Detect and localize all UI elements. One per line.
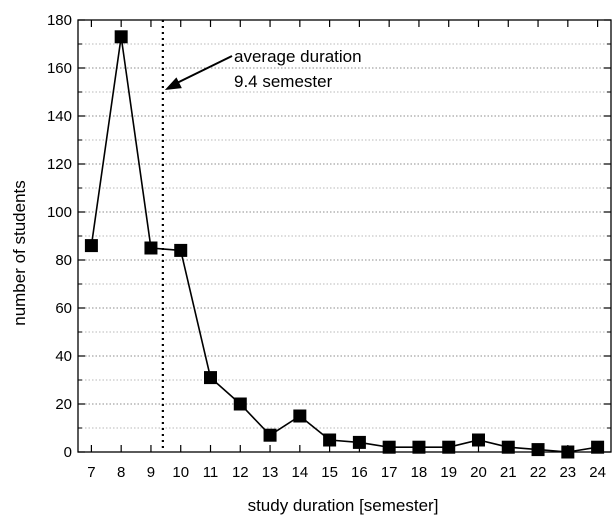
y-tick-label: 180 (47, 12, 72, 29)
x-tick-label: 16 (351, 464, 368, 481)
annotation: average duration 9.4 semester (164, 47, 362, 91)
data-point (293, 409, 307, 423)
x-tick-label: 23 (559, 464, 576, 481)
arrow-head (164, 77, 182, 90)
x-tick-label: 18 (411, 464, 428, 481)
y-tick-label: 80 (55, 252, 72, 269)
annotation-line-1: average duration (234, 47, 362, 66)
x-tick-label: 17 (381, 464, 398, 481)
y-tick-label: 160 (47, 60, 72, 77)
x-tick-label: 7 (87, 464, 95, 481)
y-axis-ticks: 0 20 40 60 80 100 120 140 160 180 (47, 12, 611, 461)
x-tick-label: 20 (470, 464, 487, 481)
y-tick-label: 120 (47, 156, 72, 173)
x-axis-ticks: 7 8 9 10 11 12 13 14 15 16 17 18 19 20 21 22 23 24 (87, 20, 606, 481)
data-point (114, 30, 128, 44)
y-tick-label: 100 (47, 204, 72, 221)
data-point (471, 433, 485, 447)
arrow-shaft (176, 55, 233, 84)
data-point (233, 397, 247, 411)
x-tick-label: 22 (530, 464, 547, 481)
data-point (204, 371, 218, 385)
data-point (352, 435, 366, 449)
x-tick-label: 11 (203, 464, 219, 481)
y-tick-label: 40 (55, 348, 72, 365)
data-point (144, 241, 158, 255)
y-axis-title: number of students (10, 180, 29, 326)
x-tick-label: 8 (117, 464, 125, 481)
series-line (90, 36, 598, 453)
x-axis-title: study duration [semester] (248, 496, 439, 515)
y-tick-label: 20 (55, 396, 72, 413)
x-tick-label: 19 (440, 464, 457, 481)
x-tick-label: 9 (147, 464, 155, 481)
x-tick-label: 14 (291, 464, 308, 481)
x-tick-label: 12 (232, 464, 249, 481)
gridlines (78, 43, 611, 429)
x-tick-label: 10 (172, 464, 189, 481)
data-point (323, 433, 337, 447)
x-tick-label: 21 (500, 464, 517, 481)
x-tick-label: 24 (589, 464, 606, 481)
x-tick-label: 13 (262, 464, 279, 481)
annotation-line-2: 9.4 semester (234, 72, 333, 91)
y-tick-label: 140 (47, 108, 72, 125)
annotation-arrow (164, 55, 233, 90)
data-series (84, 30, 605, 459)
y-tick-label: 60 (55, 300, 72, 317)
y-tick-label: 0 (64, 444, 72, 461)
data-point (174, 243, 188, 257)
x-tick-label: 15 (321, 464, 338, 481)
data-point (84, 239, 98, 253)
data-point (263, 428, 277, 442)
